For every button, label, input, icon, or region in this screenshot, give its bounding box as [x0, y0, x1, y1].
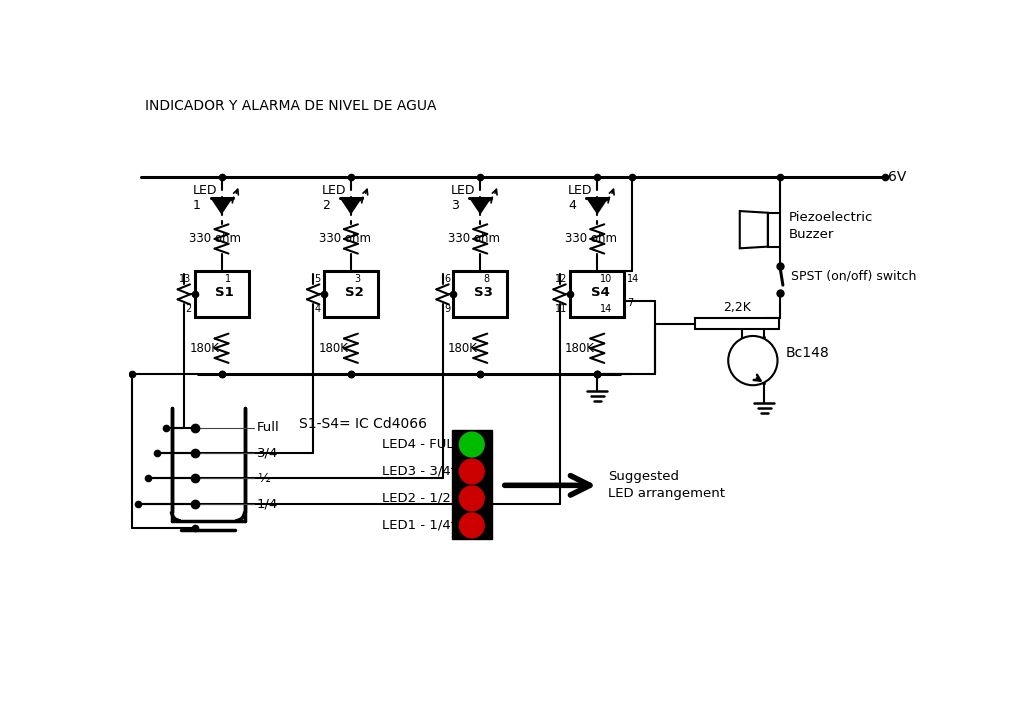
Text: 3: 3 [354, 273, 361, 284]
Text: LED1 - 1/4th: LED1 - 1/4th [382, 519, 464, 532]
Bar [695, 318, 779, 329]
Text: 13: 13 [179, 273, 191, 284]
Text: 180K: 180K [318, 342, 348, 355]
Text: 330 ohm: 330 ohm [318, 233, 371, 246]
Bar [324, 271, 378, 318]
Text: 9: 9 [444, 304, 450, 313]
Text: 12: 12 [555, 273, 567, 284]
Text: Piezoelectric
Buzzer: Piezoelectric Buzzer [789, 211, 873, 241]
Text: LED
2: LED 2 [322, 185, 346, 212]
Text: 10: 10 [601, 273, 613, 284]
Text: 180K: 180K [565, 342, 595, 355]
Bar [452, 430, 492, 539]
Text: 6: 6 [444, 273, 450, 284]
Circle shape [459, 459, 485, 485]
Text: 330 ohm: 330 ohm [189, 233, 241, 246]
Circle shape [459, 486, 485, 512]
Circle shape [728, 336, 778, 385]
Text: 2: 2 [185, 304, 191, 313]
Polygon shape [212, 198, 232, 214]
Text: 14: 14 [601, 304, 613, 313]
Text: LED
1: LED 1 [192, 185, 217, 212]
Text: 330 ohm: 330 ohm [448, 233, 500, 246]
Text: LED4 - FULL: LED4 - FULL [382, 438, 461, 451]
Text: SPST (on/off) switch: SPST (on/off) switch [790, 270, 916, 283]
Text: ½: ½ [257, 472, 269, 485]
Text: 330 ohm: 330 ohm [565, 233, 617, 246]
Text: 11: 11 [555, 304, 567, 313]
Text: LED
3: LED 3 [451, 185, 475, 212]
Polygon shape [588, 198, 608, 214]
Text: LED
4: LED 4 [568, 185, 593, 212]
Text: 1: 1 [225, 273, 231, 284]
Text: INDICADOR Y ALARMA DE NIVEL DE AGUA: INDICADOR Y ALARMA DE NIVEL DE AGUA [145, 99, 436, 113]
Text: 180K: 180K [448, 342, 478, 355]
Bar [194, 271, 248, 318]
Text: S1: S1 [215, 286, 234, 299]
Polygon shape [340, 198, 361, 214]
Text: 6V: 6V [888, 170, 907, 185]
Bar [570, 271, 624, 318]
Circle shape [459, 513, 485, 539]
Text: 3/4: 3/4 [257, 446, 279, 459]
Polygon shape [470, 198, 490, 214]
Polygon shape [739, 211, 768, 249]
Text: S2: S2 [344, 286, 364, 299]
Text: 8: 8 [483, 273, 489, 284]
Bar [454, 271, 508, 318]
Text: Full: Full [257, 421, 280, 434]
Text: 2,2K: 2,2K [723, 301, 751, 313]
Bar [768, 213, 780, 246]
Text: S1-S4= IC Cd4066: S1-S4= IC Cd4066 [299, 417, 426, 430]
Text: 5: 5 [315, 273, 321, 284]
Text: Bc148: Bc148 [785, 346, 829, 360]
Text: 7: 7 [627, 298, 633, 308]
Circle shape [459, 431, 485, 457]
Text: 1/4: 1/4 [257, 497, 279, 510]
Text: Suggested
LED arrangement: Suggested LED arrangement [608, 470, 725, 500]
Text: S3: S3 [474, 286, 492, 299]
Text: S4: S4 [591, 286, 610, 299]
Text: 180K: 180K [189, 342, 219, 355]
Text: LED2 - 1/2: LED2 - 1/2 [382, 492, 451, 505]
Text: 4: 4 [315, 304, 321, 313]
Text: LED3 - 3/4th: LED3 - 3/4th [382, 465, 464, 478]
Text: 14: 14 [627, 273, 639, 284]
